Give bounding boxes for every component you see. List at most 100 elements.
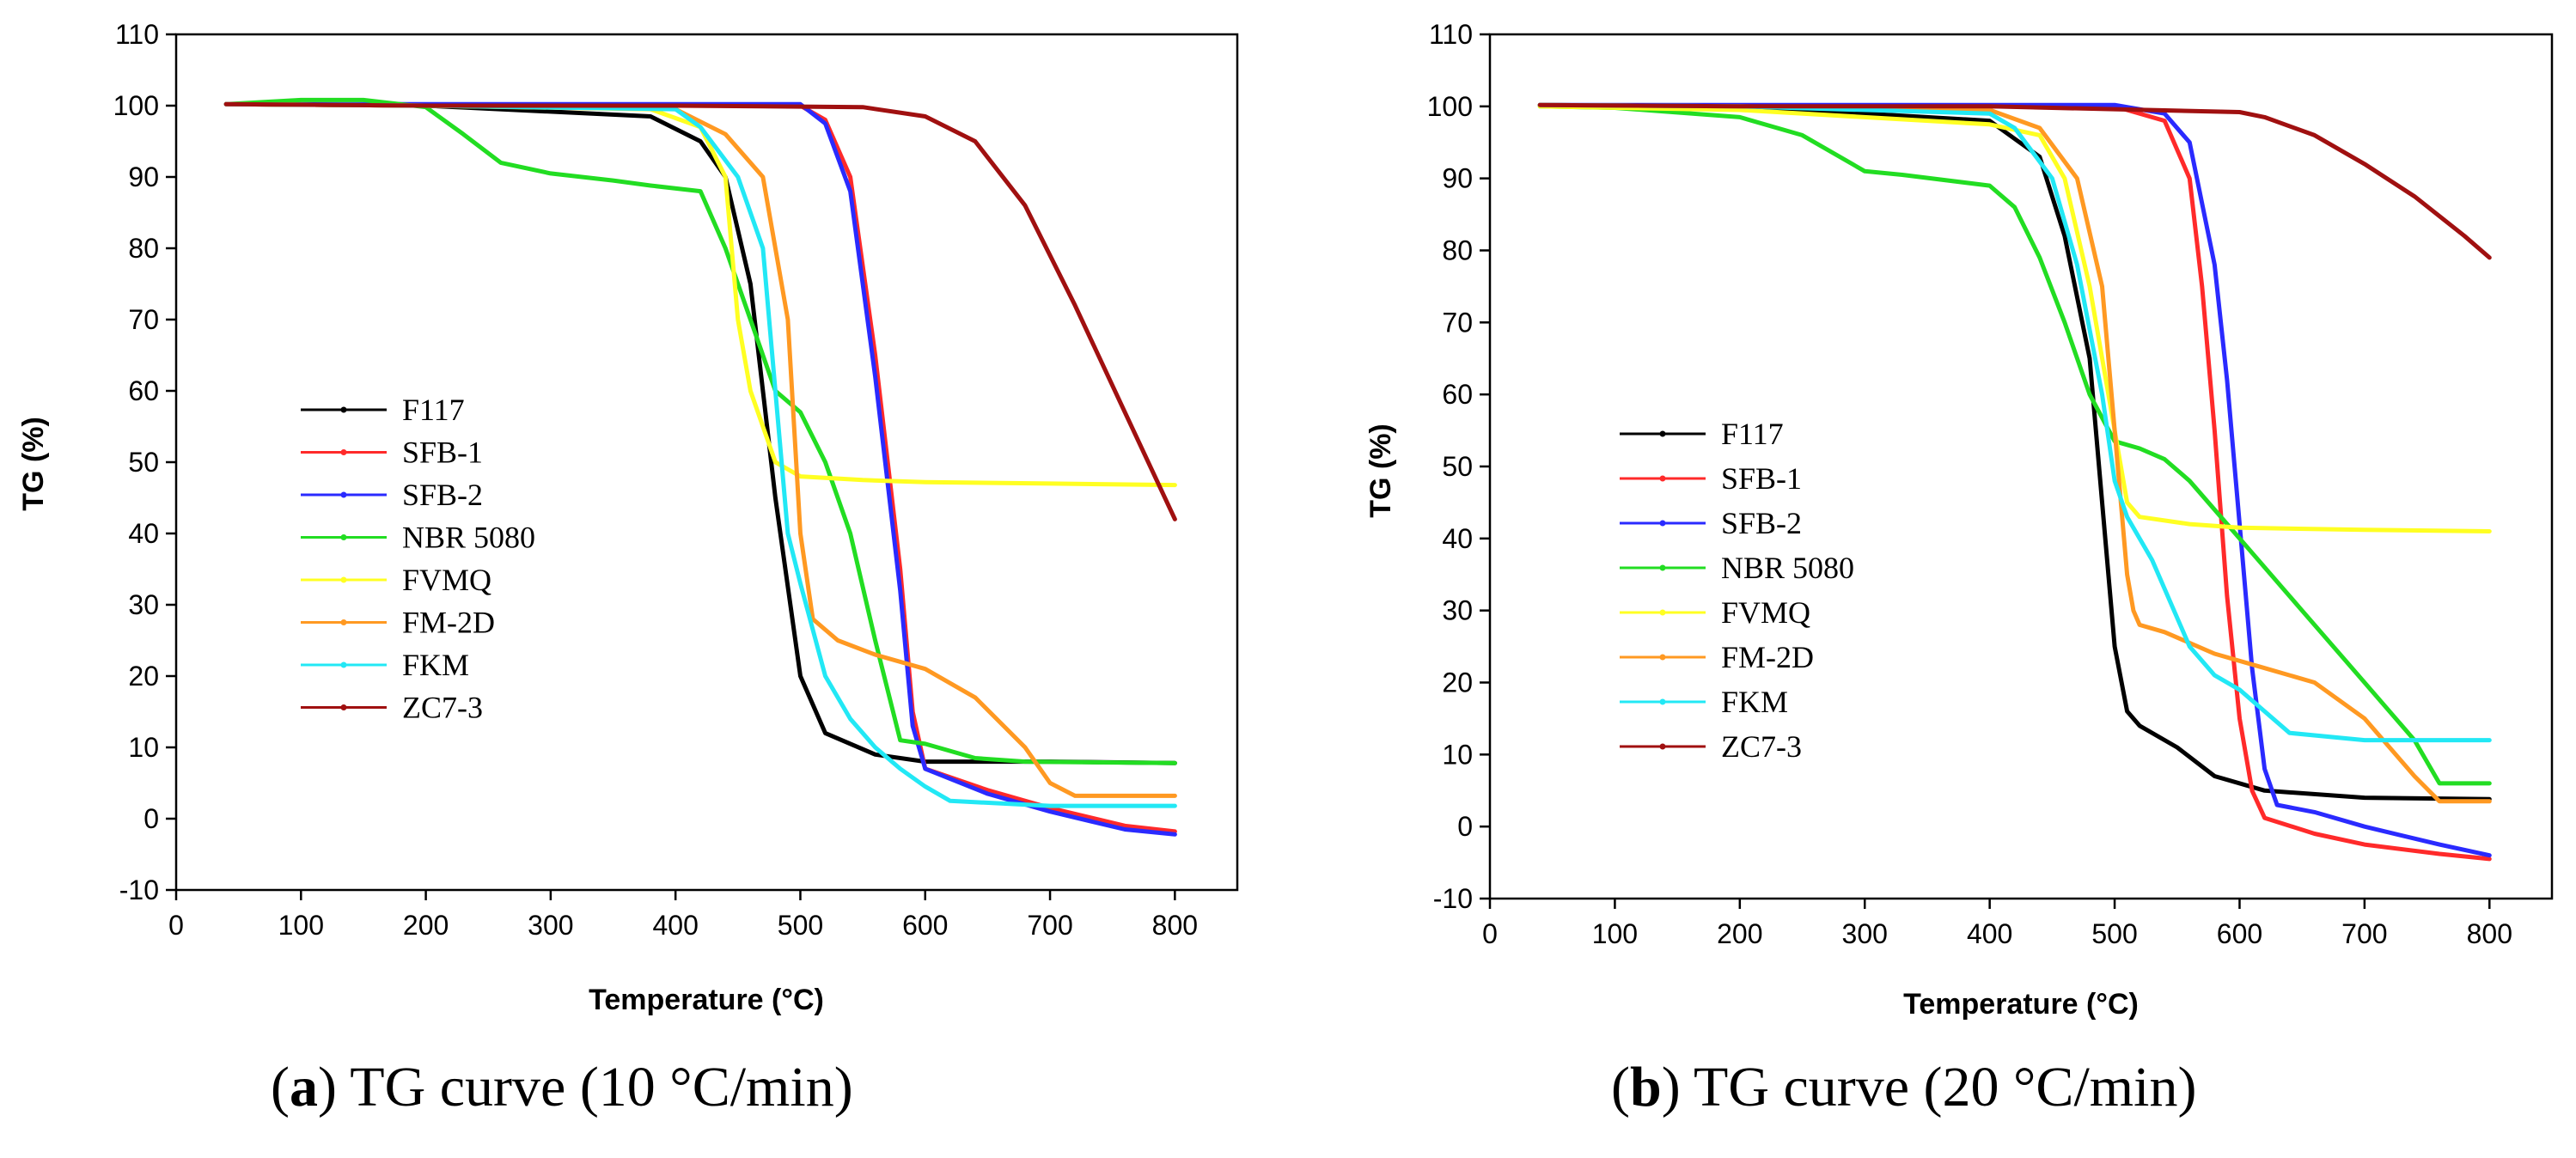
legend-label: SFB-2 bbox=[1721, 506, 1802, 540]
legend-marker bbox=[1659, 520, 1666, 527]
legend-marker bbox=[340, 661, 347, 668]
x-tick-label: 0 bbox=[168, 910, 184, 941]
series-line-sfb-2 bbox=[1537, 102, 2492, 858]
legend-marker bbox=[340, 619, 347, 625]
panel-b: 0 100 200 300 400 500 600 700 800 -10 0 10 20 30 40 50 6… bbox=[1364, 19, 2554, 1021]
legend-label: FKM bbox=[402, 648, 469, 682]
x-tick-label: 200 bbox=[1717, 918, 1762, 949]
y-tick-label: -10 bbox=[1433, 883, 1473, 914]
x-tick-label: 800 bbox=[2467, 918, 2512, 949]
x-tick-label: 600 bbox=[2217, 918, 2262, 949]
series-line-fkm bbox=[223, 101, 1177, 808]
legend-label: FKM bbox=[1721, 685, 1788, 719]
y-tick-label: 60 bbox=[1442, 379, 1473, 410]
legend-label: FVMQ bbox=[1721, 595, 1810, 630]
legend-label: ZC7-3 bbox=[1721, 729, 1802, 764]
series-line-fm-2d bbox=[223, 101, 1177, 798]
series-line-zc7-3 bbox=[1537, 102, 2492, 260]
legend-label: F117 bbox=[1721, 417, 1784, 451]
y-tick-label: 0 bbox=[1457, 811, 1473, 842]
y-tick-label: 50 bbox=[128, 447, 159, 478]
x-tick-label: 300 bbox=[528, 910, 573, 941]
y-tick-label: 10 bbox=[128, 732, 159, 763]
y-axis-title: TG (%) bbox=[17, 417, 50, 511]
y-tick-label: 10 bbox=[1442, 739, 1473, 770]
legend-marker bbox=[1659, 743, 1666, 750]
legend-label: SFB-1 bbox=[402, 436, 483, 470]
panel-a: 0 100 200 300 400 500 600 700 800 -10 0 10 20 30 40 50 6… bbox=[17, 19, 1239, 1016]
series-line-sfb-2 bbox=[223, 101, 1177, 837]
x-tick-label: 700 bbox=[2341, 918, 2387, 949]
x-tick-label: 400 bbox=[652, 910, 698, 941]
y-tick-label: 40 bbox=[1442, 523, 1473, 554]
legend-label: NBR 5080 bbox=[402, 521, 535, 555]
y-tick-label: 80 bbox=[1442, 235, 1473, 266]
x-tick-label: 600 bbox=[902, 910, 948, 941]
legend-label: SFB-1 bbox=[1721, 461, 1802, 496]
y-tick-label: 70 bbox=[1442, 307, 1473, 338]
y-tick-label: 70 bbox=[128, 304, 159, 335]
legend-marker bbox=[1659, 475, 1666, 482]
y-tick-label: 110 bbox=[1429, 19, 1473, 50]
series-line-nbr-5080 bbox=[223, 97, 1177, 765]
x-axis-title: Temperature (°C) bbox=[1903, 988, 2139, 1021]
legend-marker bbox=[1659, 430, 1666, 437]
caption-a-text: TG curve (10 °C/min) bbox=[350, 1056, 853, 1118]
series-line-sfb-1 bbox=[223, 101, 1177, 834]
legend-marker bbox=[1659, 564, 1666, 571]
legend-label: ZC7-3 bbox=[402, 691, 483, 725]
y-tick-label: 20 bbox=[1442, 667, 1473, 698]
series-line-fkm bbox=[1537, 102, 2492, 743]
series-line-fvmq bbox=[223, 101, 1177, 488]
y-tick-label: 110 bbox=[115, 19, 159, 50]
x-tick-label: 0 bbox=[1482, 918, 1498, 949]
y-tick-label: 60 bbox=[128, 375, 159, 406]
legend-a: F117 SFB-1 SFB-2 NBR 5080 FVMQ FM-2D FKM ZC7-3 bbox=[301, 393, 535, 725]
caption-b-text: TG curve (20 °C/min) bbox=[1694, 1056, 2197, 1118]
legend-label: FVMQ bbox=[402, 563, 491, 597]
y-axis-title: TG (%) bbox=[1364, 424, 1397, 518]
y-tick-label: -10 bbox=[119, 875, 159, 905]
legend-marker bbox=[1659, 609, 1666, 616]
y-tick-label: 0 bbox=[143, 803, 159, 834]
legend-label: F117 bbox=[402, 393, 465, 427]
caption-b: (b) TG curve (20 °C/min) bbox=[1611, 1056, 2197, 1118]
y-tick-label: 90 bbox=[1442, 163, 1473, 194]
legend-label: FM-2D bbox=[402, 606, 495, 640]
x-tick-label: 100 bbox=[1592, 918, 1638, 949]
legend-label: FM-2D bbox=[1721, 640, 1814, 674]
legend-marker bbox=[340, 704, 347, 710]
legend-marker bbox=[340, 534, 347, 540]
caption-a: (a) TG curve (10 °C/min) bbox=[271, 1056, 853, 1118]
y-tick-label: 40 bbox=[128, 518, 159, 549]
y-tick-label: 50 bbox=[1442, 451, 1473, 482]
legend-marker bbox=[340, 491, 347, 498]
x-tick-label: 700 bbox=[1027, 910, 1072, 941]
series-line-fvmq bbox=[1537, 104, 2492, 533]
caption-a-letter: a bbox=[289, 1056, 318, 1118]
caption-b-letter: b bbox=[1629, 1056, 1662, 1118]
y-tick-label: 100 bbox=[1427, 91, 1473, 122]
series-line-zc7-3 bbox=[223, 101, 1177, 521]
x-axis-title: Temperature (°C) bbox=[589, 984, 824, 1016]
legend-marker bbox=[340, 576, 347, 583]
x-tick-label: 800 bbox=[1152, 910, 1198, 941]
y-tick-label: 100 bbox=[113, 90, 159, 121]
series-line-f117 bbox=[1537, 102, 2492, 801]
legend-marker bbox=[340, 449, 347, 455]
x-tick-label: 100 bbox=[278, 910, 324, 941]
x-tick-label: 300 bbox=[1842, 918, 1888, 949]
x-tick-label: 500 bbox=[778, 910, 823, 941]
legend-marker bbox=[1659, 654, 1666, 661]
y-tick-label: 30 bbox=[128, 589, 159, 620]
x-tick-label: 200 bbox=[403, 910, 449, 941]
legend-marker bbox=[1659, 698, 1666, 705]
plot-frame-b bbox=[1488, 33, 2554, 900]
y-tick-label: 80 bbox=[128, 233, 159, 264]
y-tick-label: 30 bbox=[1442, 595, 1473, 626]
x-tick-label: 500 bbox=[2091, 918, 2137, 949]
legend-label: NBR 5080 bbox=[1721, 551, 1854, 585]
y-tick-label: 20 bbox=[128, 661, 159, 692]
y-tick-label: 90 bbox=[128, 162, 159, 192]
